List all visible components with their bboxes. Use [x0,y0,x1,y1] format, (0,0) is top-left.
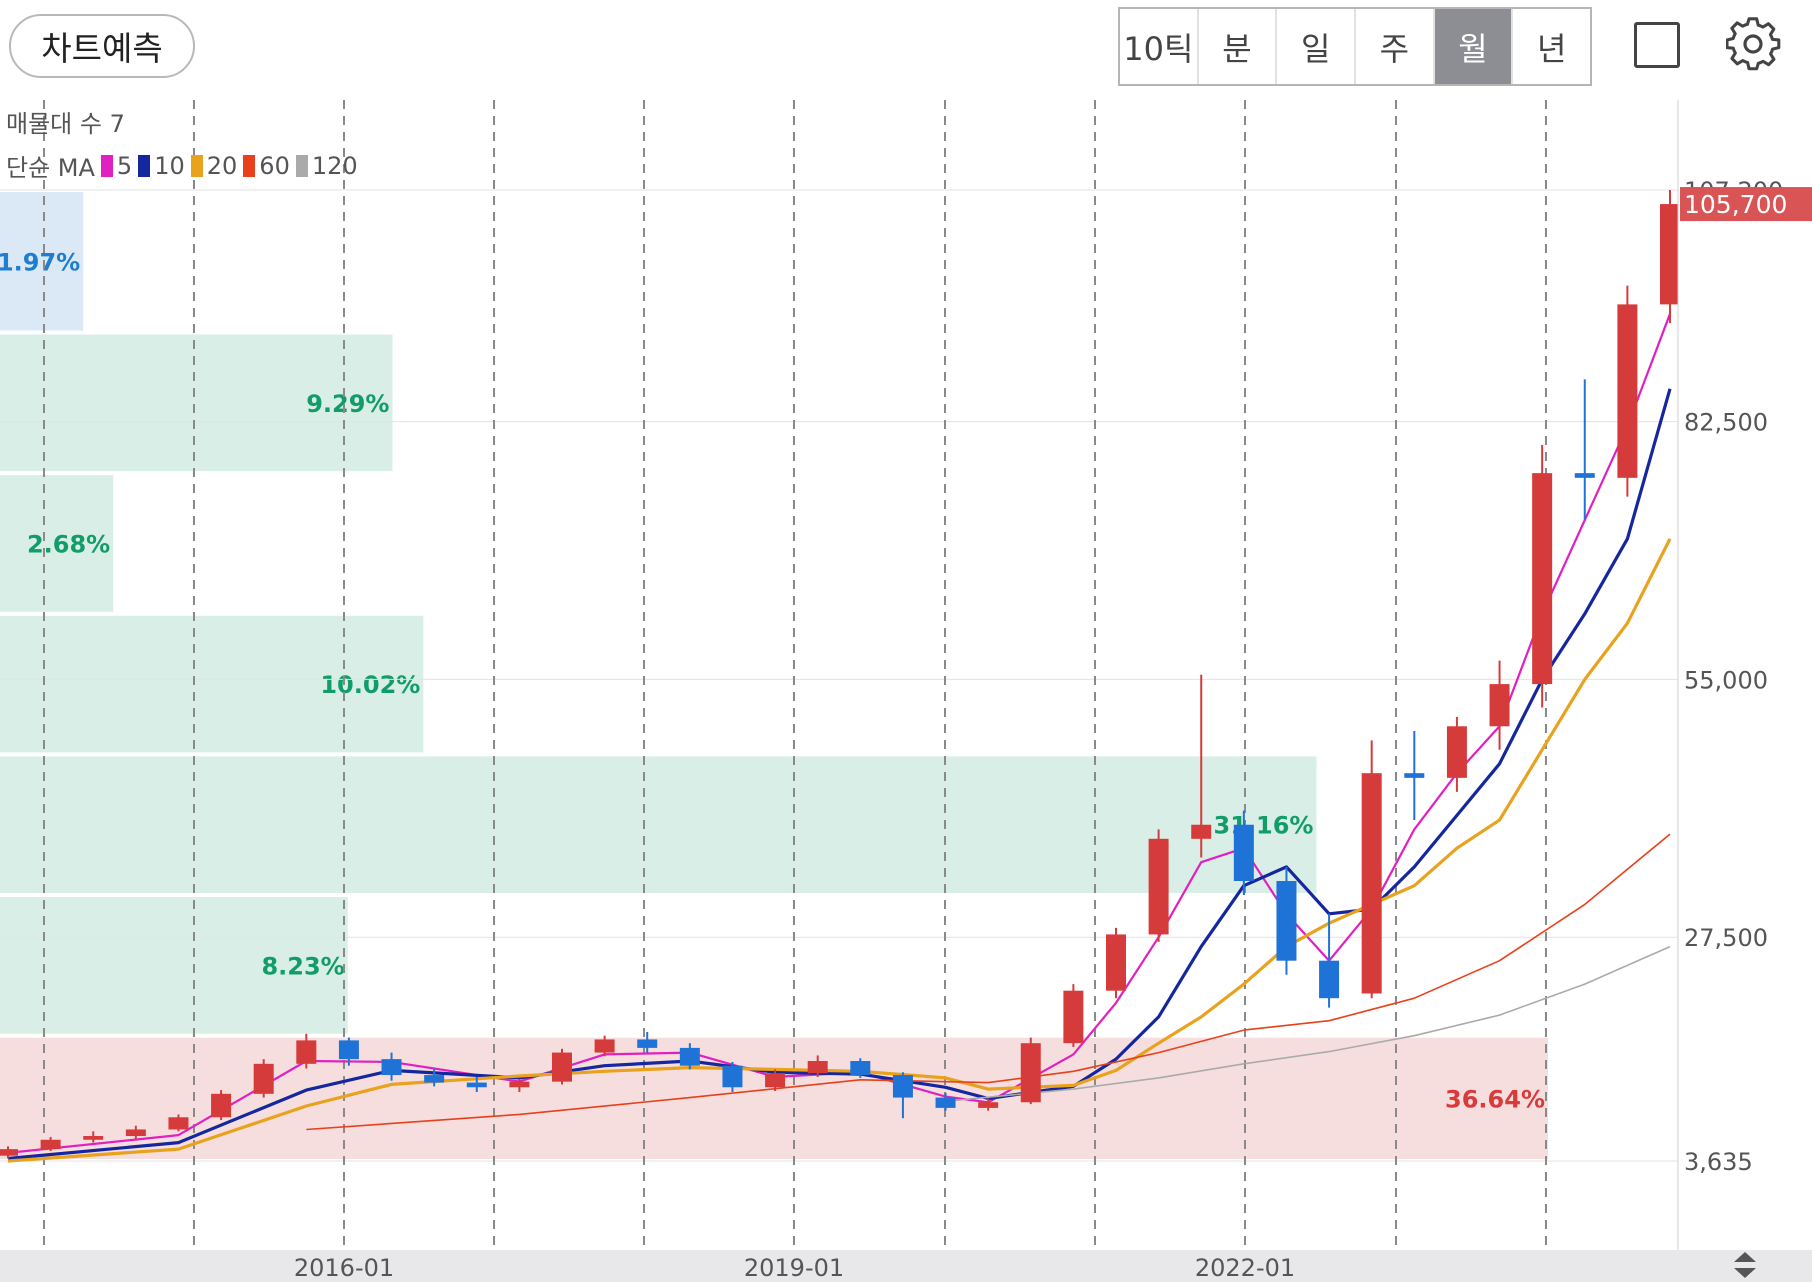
period-10tick-button[interactable]: 10틱 [1120,9,1199,84]
candle-body [1574,473,1595,478]
current-price-label: 105,700 [1684,190,1787,219]
chart-toolbar: 차트예측 10틱 분 일 주 월 년 [0,0,1812,101]
candle-body [296,1040,317,1064]
candle-body [1446,726,1467,778]
y-tick-label-4: 3,635 [1684,1148,1753,1176]
volume-profile-label-4: 31.16% [1214,812,1314,840]
chart-resize-handle-icon[interactable] [1728,1250,1762,1280]
candle-body [1660,204,1680,305]
period-selector: 10틱 분 일 주 월 년 [1118,7,1592,86]
candle-body [466,1082,487,1088]
ma20-legend-label: 20 [206,151,238,180]
candle-body [1276,880,1297,961]
ma120-swatch [295,154,308,177]
ma60-swatch [243,154,256,177]
period-day-button[interactable]: 일 [1277,9,1357,84]
ma-legend: 단순 MA 5 10 20 60 120 [6,148,358,183]
candle-body [978,1102,999,1108]
candle-body [1191,824,1212,839]
candle-body [1361,773,1382,994]
candle-body [807,1061,828,1074]
period-week-button[interactable]: 주 [1356,9,1435,84]
period-year-button[interactable]: 년 [1536,29,1567,68]
x-axis-band [0,1250,1812,1282]
volume-profile-label-2: 2.68% [27,530,110,558]
volume-profile-label-5: 8.23% [261,952,344,980]
period-minute-button[interactable]: 분 [1199,9,1278,84]
ma5-legend-label: 5 [116,151,133,180]
volume-profile-bar-1 [0,334,393,472]
candle-body [1020,1043,1041,1103]
candle-body [1489,684,1510,727]
candle-body [338,1040,359,1060]
candle-body [1148,838,1169,935]
gear-icon[interactable] [1726,17,1782,73]
ma20-swatch [190,154,203,177]
candle-body [552,1052,572,1082]
candle-body [1319,960,1340,999]
x-tick-label-0: 2016-01 [294,1254,394,1282]
volume-profile-label-3: 10.02% [320,671,420,699]
ma120-legend-label: 120 [311,151,358,180]
candle-body [1404,773,1425,778]
square-outline-icon[interactable] [1634,22,1680,68]
y-tick-label-1: 82,500 [1684,409,1768,437]
ma10-legend-label: 10 [154,151,185,180]
volume-profile-bar-4 [0,756,1317,894]
x-tick-label-2: 2022-01 [1195,1254,1295,1282]
candle-body [1233,824,1254,881]
candle-body [722,1065,743,1088]
ma60-legend-label: 60 [259,151,290,180]
volume-profile-bar-6 [0,1037,1548,1159]
candle-body [1106,934,1126,991]
chart-predict-button[interactable]: 차트예측 [9,14,195,78]
volume-profile-bar-0 [0,192,84,331]
candle-body [1617,304,1638,478]
volume-profile-legend: 매물대 수 7 [6,110,125,138]
candle-body [381,1059,402,1076]
ma10-swatch [138,154,151,177]
candle-body [594,1039,615,1053]
candle-body [765,1073,786,1088]
candle-body [0,1149,18,1156]
candle-body [637,1039,658,1048]
candle-body [168,1117,189,1130]
candle-body [83,1136,104,1140]
candle-body [850,1061,871,1076]
candle-body [424,1075,445,1083]
ma5-swatch [100,154,113,177]
candle-body [211,1093,232,1118]
period-month-button[interactable]: 월 [1434,9,1514,84]
volume-profile-label-6: 36.64% [1445,1085,1545,1113]
ma120-line [945,945,1671,1103]
volume-profile-label-1: 9.29% [306,390,389,418]
volume-profile-label-0: 1.97% [0,248,80,276]
current-price-tag [1680,187,1812,222]
candle-body [253,1063,274,1094]
volume-profile-bar-5 [0,897,348,1034]
candle-body [125,1129,146,1137]
candle-body [509,1081,530,1088]
ma60-line [306,833,1671,1131]
candle-body [935,1097,956,1108]
volume-profile-bar-3 [0,615,424,753]
candle-body [1532,473,1553,685]
y-tick-label-3: 27,500 [1684,924,1768,952]
ma-legend-label: 단순 MA [6,154,95,182]
candle-body [679,1047,700,1066]
candle-body [1063,990,1084,1044]
candle-body [40,1139,61,1150]
y-tick-label-2: 55,000 [1684,666,1768,694]
x-tick-label-1: 2019-01 [744,1254,844,1282]
volume-profile-bar-2 [0,475,114,612]
candle-body [892,1075,913,1098]
y-axis-panel [1678,100,1812,1250]
